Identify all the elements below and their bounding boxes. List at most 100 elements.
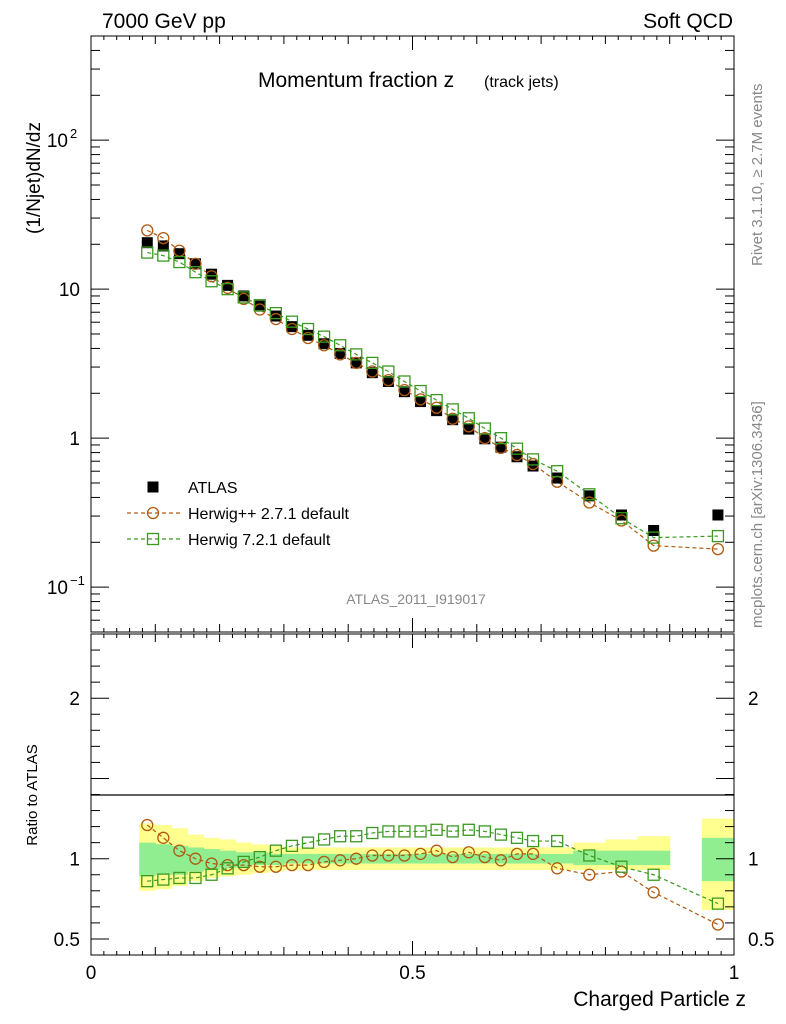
ratio-point — [526, 834, 540, 848]
ratio-point — [173, 844, 186, 857]
data-point — [157, 231, 170, 245]
chart-title: Momentum fraction z — [258, 69, 454, 92]
data-point — [189, 258, 201, 270]
data-point — [478, 422, 491, 435]
data-point — [222, 279, 234, 291]
data-point — [398, 386, 410, 398]
data-point — [615, 512, 628, 525]
band-green — [283, 853, 301, 864]
data-point — [446, 412, 459, 425]
data-point — [334, 347, 346, 359]
data-point — [173, 255, 186, 269]
data-point — [647, 539, 660, 552]
ratio-point — [237, 855, 250, 869]
ratio-point — [494, 854, 508, 867]
band-green — [492, 853, 510, 864]
energy-label: 7000 GeV pp — [102, 10, 226, 33]
y-axis-label: (1/Njet)dN/dz — [24, 122, 45, 234]
x-tick-label: 0.5 — [399, 963, 425, 984]
ratio-point — [510, 831, 524, 844]
data-point — [430, 401, 443, 414]
data-point — [510, 448, 524, 462]
data-point — [270, 310, 282, 322]
ratio-tick-label-right: 1 — [748, 850, 759, 871]
band-green — [139, 842, 156, 877]
data-point — [141, 224, 154, 237]
data-point — [254, 300, 266, 312]
ratio-point — [157, 831, 170, 844]
data-point — [479, 433, 491, 445]
ratio-point — [173, 871, 186, 885]
data-point — [551, 465, 564, 478]
data-point — [285, 322, 299, 336]
chart-subtitle: (track jets) — [484, 74, 559, 91]
data-point — [415, 396, 427, 408]
main-axis-ticks — [90, 35, 735, 633]
rivet-label: Rivet 3.1.10, ≥ 2.7M events — [749, 84, 766, 267]
ratio-point — [350, 830, 363, 843]
data-point — [366, 367, 378, 379]
band-green — [701, 837, 735, 882]
data-point — [382, 375, 394, 387]
ratio-point — [510, 847, 524, 861]
ratio-line — [147, 829, 719, 905]
ratio-point — [398, 849, 411, 862]
data-point — [366, 365, 379, 378]
band-green — [605, 850, 639, 866]
data-point — [511, 451, 523, 463]
ratio-point — [382, 825, 395, 838]
ratio-tick-labels: 0.5 0.5 1 1 2 2 — [54, 689, 775, 951]
data-point — [317, 330, 331, 343]
data-point — [583, 496, 596, 509]
ratio-bands — [139, 818, 735, 911]
band-green — [203, 849, 221, 870]
y-tick-label: 10 — [59, 280, 80, 301]
x-axis-label: Charged Particle z — [573, 988, 746, 1011]
band-green — [299, 853, 317, 864]
data-point — [302, 329, 314, 341]
ratio-point — [334, 830, 347, 843]
data-point — [141, 237, 153, 249]
mcplots-label: mcplots.cern.ch [arXiv:1306.3436] — [749, 401, 766, 628]
ratio-tick-label: 1 — [69, 850, 80, 871]
ratio-point — [205, 868, 218, 881]
band-green — [364, 853, 381, 864]
ratio-point — [494, 828, 508, 841]
ratio-point — [301, 858, 315, 872]
data-point — [237, 291, 250, 304]
ratio-point — [253, 850, 266, 864]
x-tick-label: 1 — [729, 963, 740, 984]
ratio-point — [478, 850, 491, 864]
data-point — [301, 331, 315, 345]
data-point — [334, 348, 347, 361]
data-point — [711, 529, 725, 543]
ratio-point — [334, 854, 347, 867]
ratio-point — [647, 886, 660, 899]
ratio-point — [551, 834, 564, 848]
band-green — [348, 853, 365, 864]
ratio-point — [478, 825, 491, 838]
data-point — [382, 374, 395, 387]
data-point — [462, 420, 475, 433]
data-point — [173, 248, 185, 260]
ratio-point — [366, 826, 379, 840]
data-point — [431, 405, 443, 417]
data-point — [157, 249, 170, 262]
band-green — [541, 853, 574, 864]
band-green — [444, 853, 462, 864]
ratio-tick-label-right: 0.5 — [748, 930, 774, 951]
band-green — [332, 853, 349, 864]
ratio-point — [430, 823, 443, 836]
legend-label: Herwig++ 2.7.1 default — [188, 506, 350, 523]
data-point — [382, 365, 395, 378]
ratio-point — [446, 850, 459, 864]
band-green — [637, 850, 671, 866]
ratio-panel: 0.5 0.5 1 1 2 2 Ratio to ATLAS — [24, 633, 775, 956]
band-green — [412, 853, 430, 864]
ratio-point — [317, 833, 331, 846]
legend-marker — [146, 506, 160, 520]
data-point — [446, 403, 459, 416]
ratio-point — [317, 855, 331, 869]
ratio-y-axis-label: Ratio to ATLAS — [24, 744, 41, 845]
